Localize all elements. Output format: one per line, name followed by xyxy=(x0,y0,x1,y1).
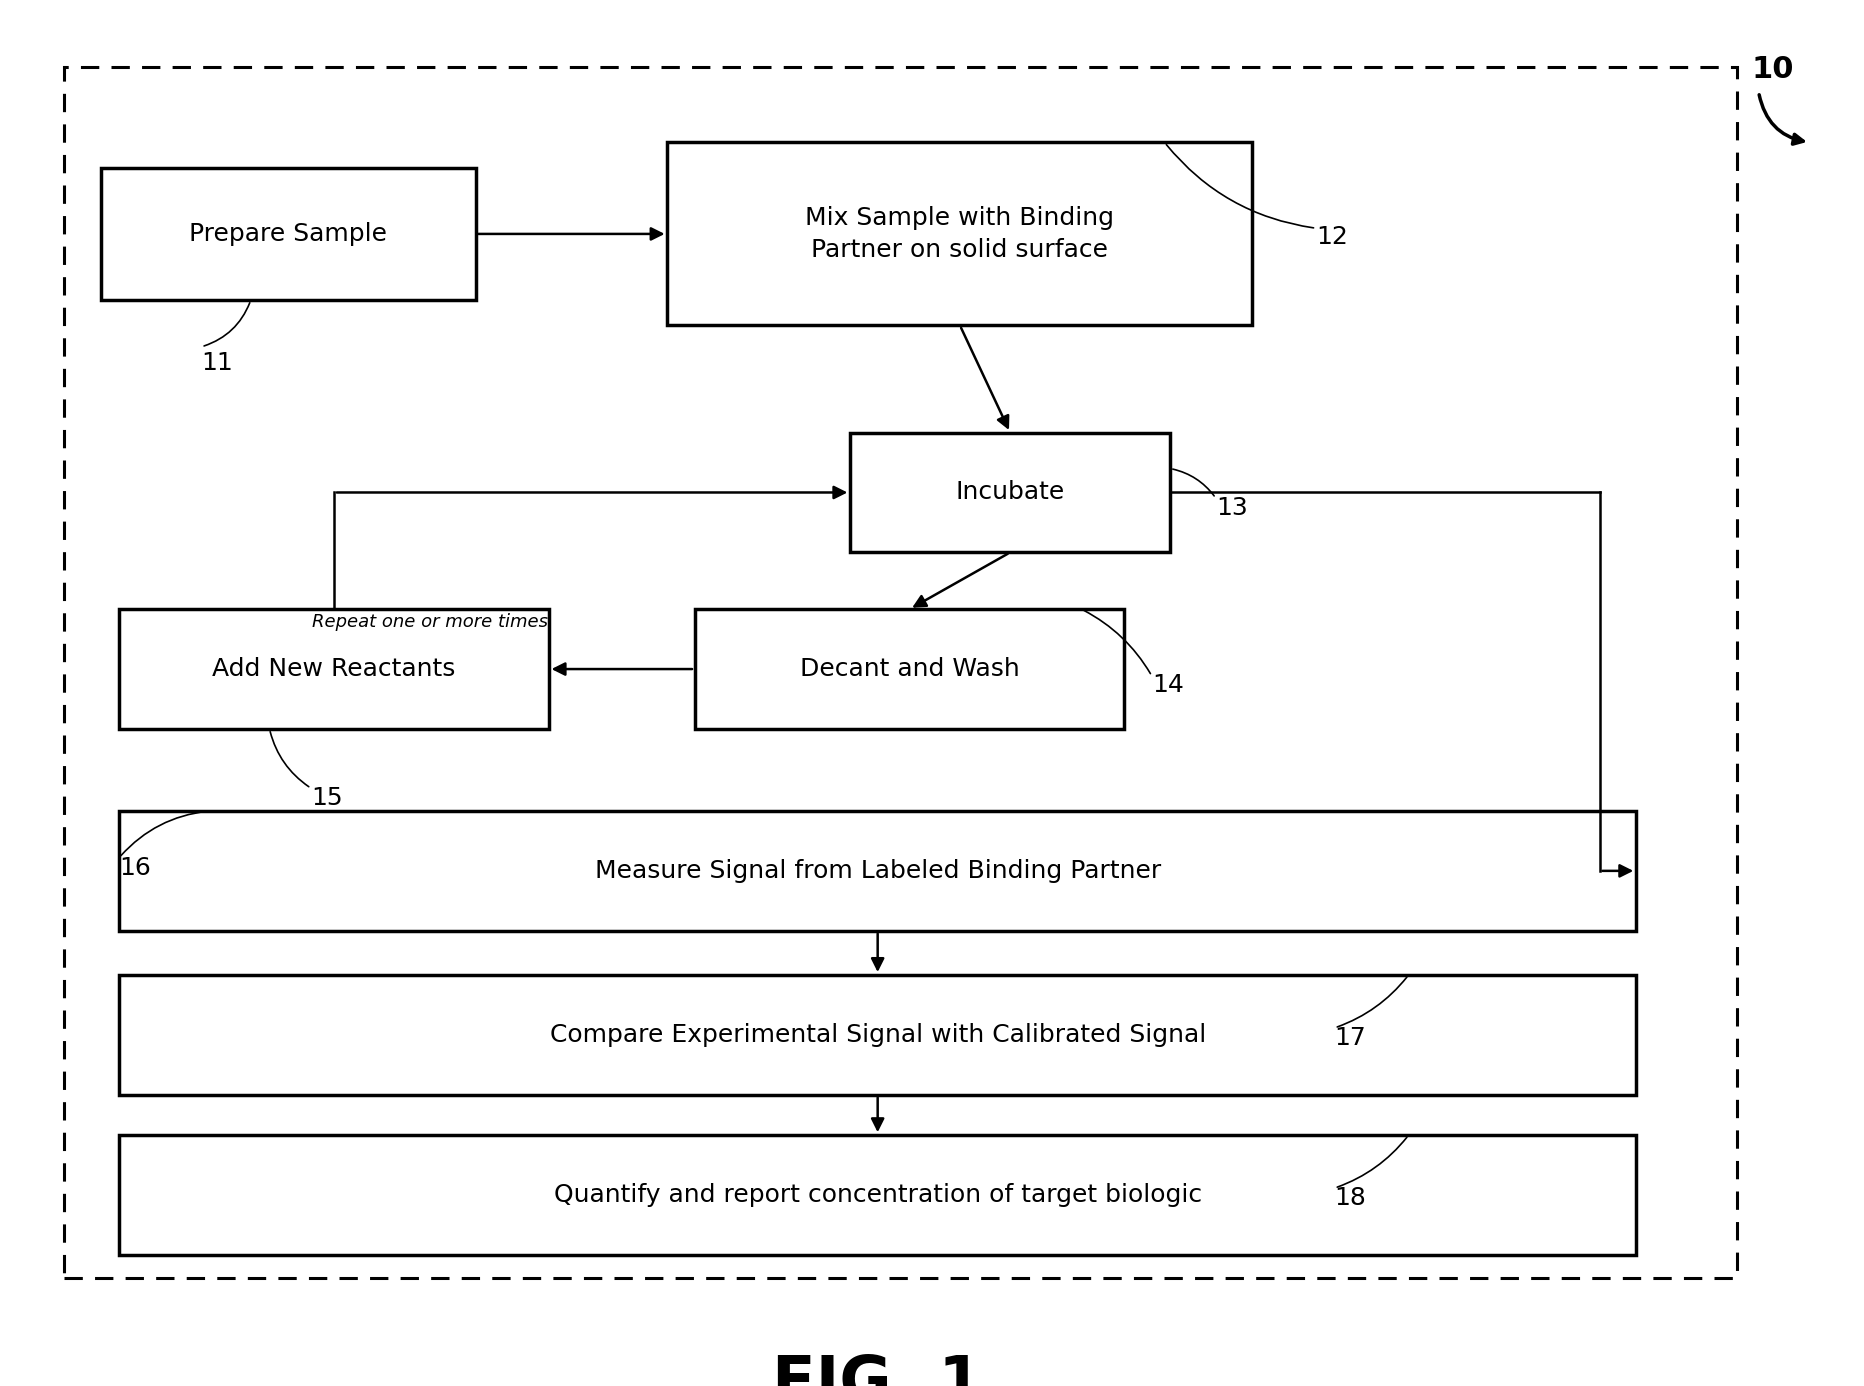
Text: 18: 18 xyxy=(1335,1186,1366,1210)
Text: 17: 17 xyxy=(1335,1026,1366,1051)
Text: 14: 14 xyxy=(1152,672,1184,697)
FancyBboxPatch shape xyxy=(667,143,1253,326)
Text: Quantify and report concentration of target biologic: Quantify and report concentration of tar… xyxy=(554,1184,1200,1207)
FancyBboxPatch shape xyxy=(119,1135,1635,1254)
FancyBboxPatch shape xyxy=(119,608,548,729)
Text: Incubate: Incubate xyxy=(954,481,1064,505)
Text: Repeat one or more times: Repeat one or more times xyxy=(311,613,548,631)
Text: Mix Sample with Binding
Partner on solid surface: Mix Sample with Binding Partner on solid… xyxy=(805,207,1115,262)
FancyBboxPatch shape xyxy=(119,974,1635,1095)
FancyBboxPatch shape xyxy=(850,432,1169,553)
Text: Measure Signal from Labeled Binding Partner: Measure Signal from Labeled Binding Part… xyxy=(595,859,1159,883)
Text: 16: 16 xyxy=(119,855,151,880)
Text: 12: 12 xyxy=(1316,225,1348,249)
FancyBboxPatch shape xyxy=(119,811,1635,931)
Text: 11: 11 xyxy=(201,351,233,376)
FancyBboxPatch shape xyxy=(101,168,475,301)
Text: 10: 10 xyxy=(1750,55,1793,83)
Text: Add New Reactants: Add New Reactants xyxy=(212,657,455,681)
Text: Prepare Sample: Prepare Sample xyxy=(188,222,388,245)
Text: 13: 13 xyxy=(1215,496,1247,520)
FancyBboxPatch shape xyxy=(695,608,1124,729)
Text: Compare Experimental Signal with Calibrated Signal: Compare Experimental Signal with Calibra… xyxy=(550,1023,1206,1046)
Text: Decant and Wash: Decant and Wash xyxy=(800,657,1020,681)
Text: 15: 15 xyxy=(311,786,343,811)
Text: FIG. 1: FIG. 1 xyxy=(772,1353,982,1386)
